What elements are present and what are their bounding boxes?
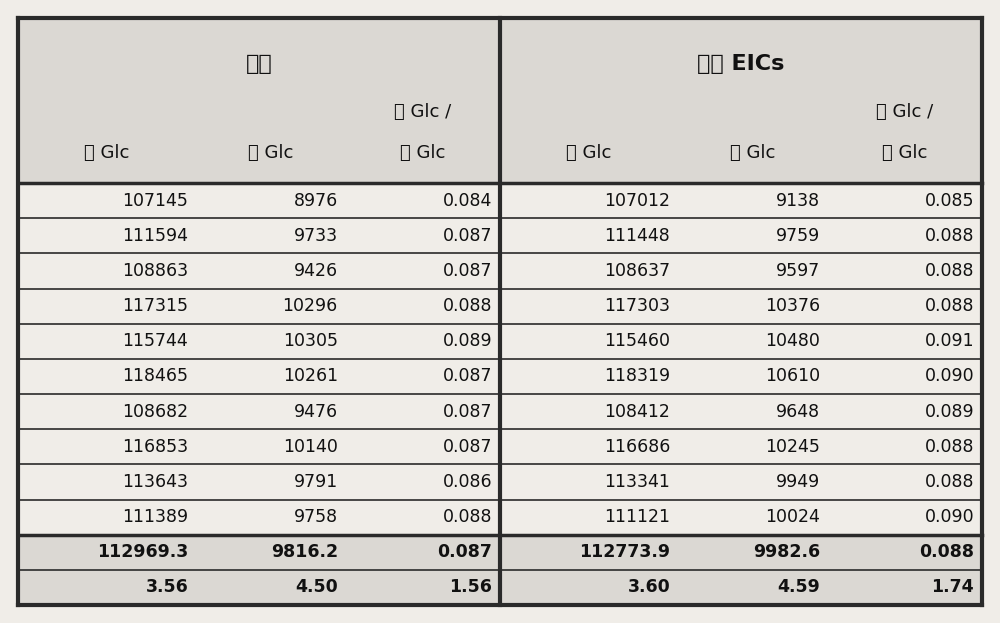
Text: 9476: 9476 bbox=[294, 402, 338, 421]
Text: 有 Glc: 有 Glc bbox=[248, 145, 294, 163]
Text: 108412: 108412 bbox=[604, 402, 670, 421]
Text: 108637: 108637 bbox=[604, 262, 670, 280]
Text: 4.59: 4.59 bbox=[777, 578, 820, 596]
Text: 116853: 116853 bbox=[122, 438, 188, 456]
Text: 0.087: 0.087 bbox=[437, 543, 492, 561]
Text: 118319: 118319 bbox=[604, 368, 670, 386]
Text: 10024: 10024 bbox=[765, 508, 820, 526]
Text: 0.087: 0.087 bbox=[442, 262, 492, 280]
Text: 0.090: 0.090 bbox=[924, 508, 974, 526]
Text: 10245: 10245 bbox=[765, 438, 820, 456]
Text: 9597: 9597 bbox=[776, 262, 820, 280]
Bar bbox=[18, 570, 982, 605]
Text: 9759: 9759 bbox=[776, 227, 820, 245]
Text: 9758: 9758 bbox=[294, 508, 338, 526]
Text: 115744: 115744 bbox=[123, 332, 188, 350]
Text: 1.56: 1.56 bbox=[449, 578, 492, 596]
Text: 0.089: 0.089 bbox=[442, 332, 492, 350]
Text: 0.091: 0.091 bbox=[924, 332, 974, 350]
Text: 9733: 9733 bbox=[294, 227, 338, 245]
Text: 3.60: 3.60 bbox=[628, 578, 670, 596]
Text: 0.087: 0.087 bbox=[442, 368, 492, 386]
Text: 112969.3: 112969.3 bbox=[97, 543, 188, 561]
Text: 112773.9: 112773.9 bbox=[579, 543, 670, 561]
Text: 10305: 10305 bbox=[283, 332, 338, 350]
Text: 无 Glc: 无 Glc bbox=[882, 145, 928, 163]
Text: 111121: 111121 bbox=[604, 508, 670, 526]
Text: 118465: 118465 bbox=[122, 368, 188, 386]
Text: 113341: 113341 bbox=[604, 473, 670, 491]
Text: 9816.2: 9816.2 bbox=[271, 543, 338, 561]
Text: 0.087: 0.087 bbox=[442, 227, 492, 245]
Text: 9791: 9791 bbox=[294, 473, 338, 491]
Text: 0.086: 0.086 bbox=[442, 473, 492, 491]
Text: 9426: 9426 bbox=[294, 262, 338, 280]
Text: 1.74: 1.74 bbox=[931, 578, 974, 596]
Text: 10140: 10140 bbox=[283, 438, 338, 456]
Text: 3.56: 3.56 bbox=[146, 578, 188, 596]
Text: 0.088: 0.088 bbox=[442, 297, 492, 315]
Text: 108682: 108682 bbox=[122, 402, 188, 421]
Text: 0.087: 0.087 bbox=[442, 438, 492, 456]
Text: 10296: 10296 bbox=[283, 297, 338, 315]
Text: 无 Glc: 无 Glc bbox=[400, 145, 446, 163]
Text: 117315: 117315 bbox=[122, 297, 188, 315]
Text: 无 Glc: 无 Glc bbox=[566, 145, 612, 163]
Text: 10261: 10261 bbox=[283, 368, 338, 386]
Text: 107145: 107145 bbox=[122, 192, 188, 209]
Text: 0.089: 0.089 bbox=[924, 402, 974, 421]
Text: 10376: 10376 bbox=[765, 297, 820, 315]
Text: 0.088: 0.088 bbox=[924, 227, 974, 245]
Text: 9138: 9138 bbox=[776, 192, 820, 209]
Text: 108863: 108863 bbox=[122, 262, 188, 280]
Text: 0.087: 0.087 bbox=[442, 402, 492, 421]
Text: 9982.6: 9982.6 bbox=[753, 543, 820, 561]
Text: 4.50: 4.50 bbox=[295, 578, 338, 596]
Text: 10610: 10610 bbox=[765, 368, 820, 386]
Bar bbox=[18, 535, 982, 570]
Text: 有 Glc: 有 Glc bbox=[730, 145, 776, 163]
Text: 有 Glc /: 有 Glc / bbox=[876, 103, 934, 121]
Text: 0.088: 0.088 bbox=[924, 262, 974, 280]
Text: 111594: 111594 bbox=[122, 227, 188, 245]
Text: 107012: 107012 bbox=[604, 192, 670, 209]
Text: 0.088: 0.088 bbox=[442, 508, 492, 526]
Text: 115460: 115460 bbox=[604, 332, 670, 350]
Text: 111448: 111448 bbox=[605, 227, 670, 245]
Text: 0.090: 0.090 bbox=[924, 368, 974, 386]
Text: 116686: 116686 bbox=[604, 438, 670, 456]
Text: 合计 EICs: 合计 EICs bbox=[697, 54, 785, 74]
Text: 10480: 10480 bbox=[765, 332, 820, 350]
Text: 有 Glc /: 有 Glc / bbox=[394, 103, 452, 121]
Text: 无 Glc: 无 Glc bbox=[84, 145, 130, 163]
Text: 9648: 9648 bbox=[776, 402, 820, 421]
Text: 0.085: 0.085 bbox=[924, 192, 974, 209]
Text: 合计: 合计 bbox=[246, 54, 272, 74]
Text: 117303: 117303 bbox=[604, 297, 670, 315]
Text: 9949: 9949 bbox=[776, 473, 820, 491]
Text: 0.088: 0.088 bbox=[919, 543, 974, 561]
Text: 0.088: 0.088 bbox=[924, 473, 974, 491]
Text: 113643: 113643 bbox=[122, 473, 188, 491]
Text: 0.088: 0.088 bbox=[924, 438, 974, 456]
Text: 0.088: 0.088 bbox=[924, 297, 974, 315]
Text: 111389: 111389 bbox=[122, 508, 188, 526]
Bar bbox=[18, 18, 982, 183]
Text: 8976: 8976 bbox=[294, 192, 338, 209]
Text: 0.084: 0.084 bbox=[443, 192, 492, 209]
